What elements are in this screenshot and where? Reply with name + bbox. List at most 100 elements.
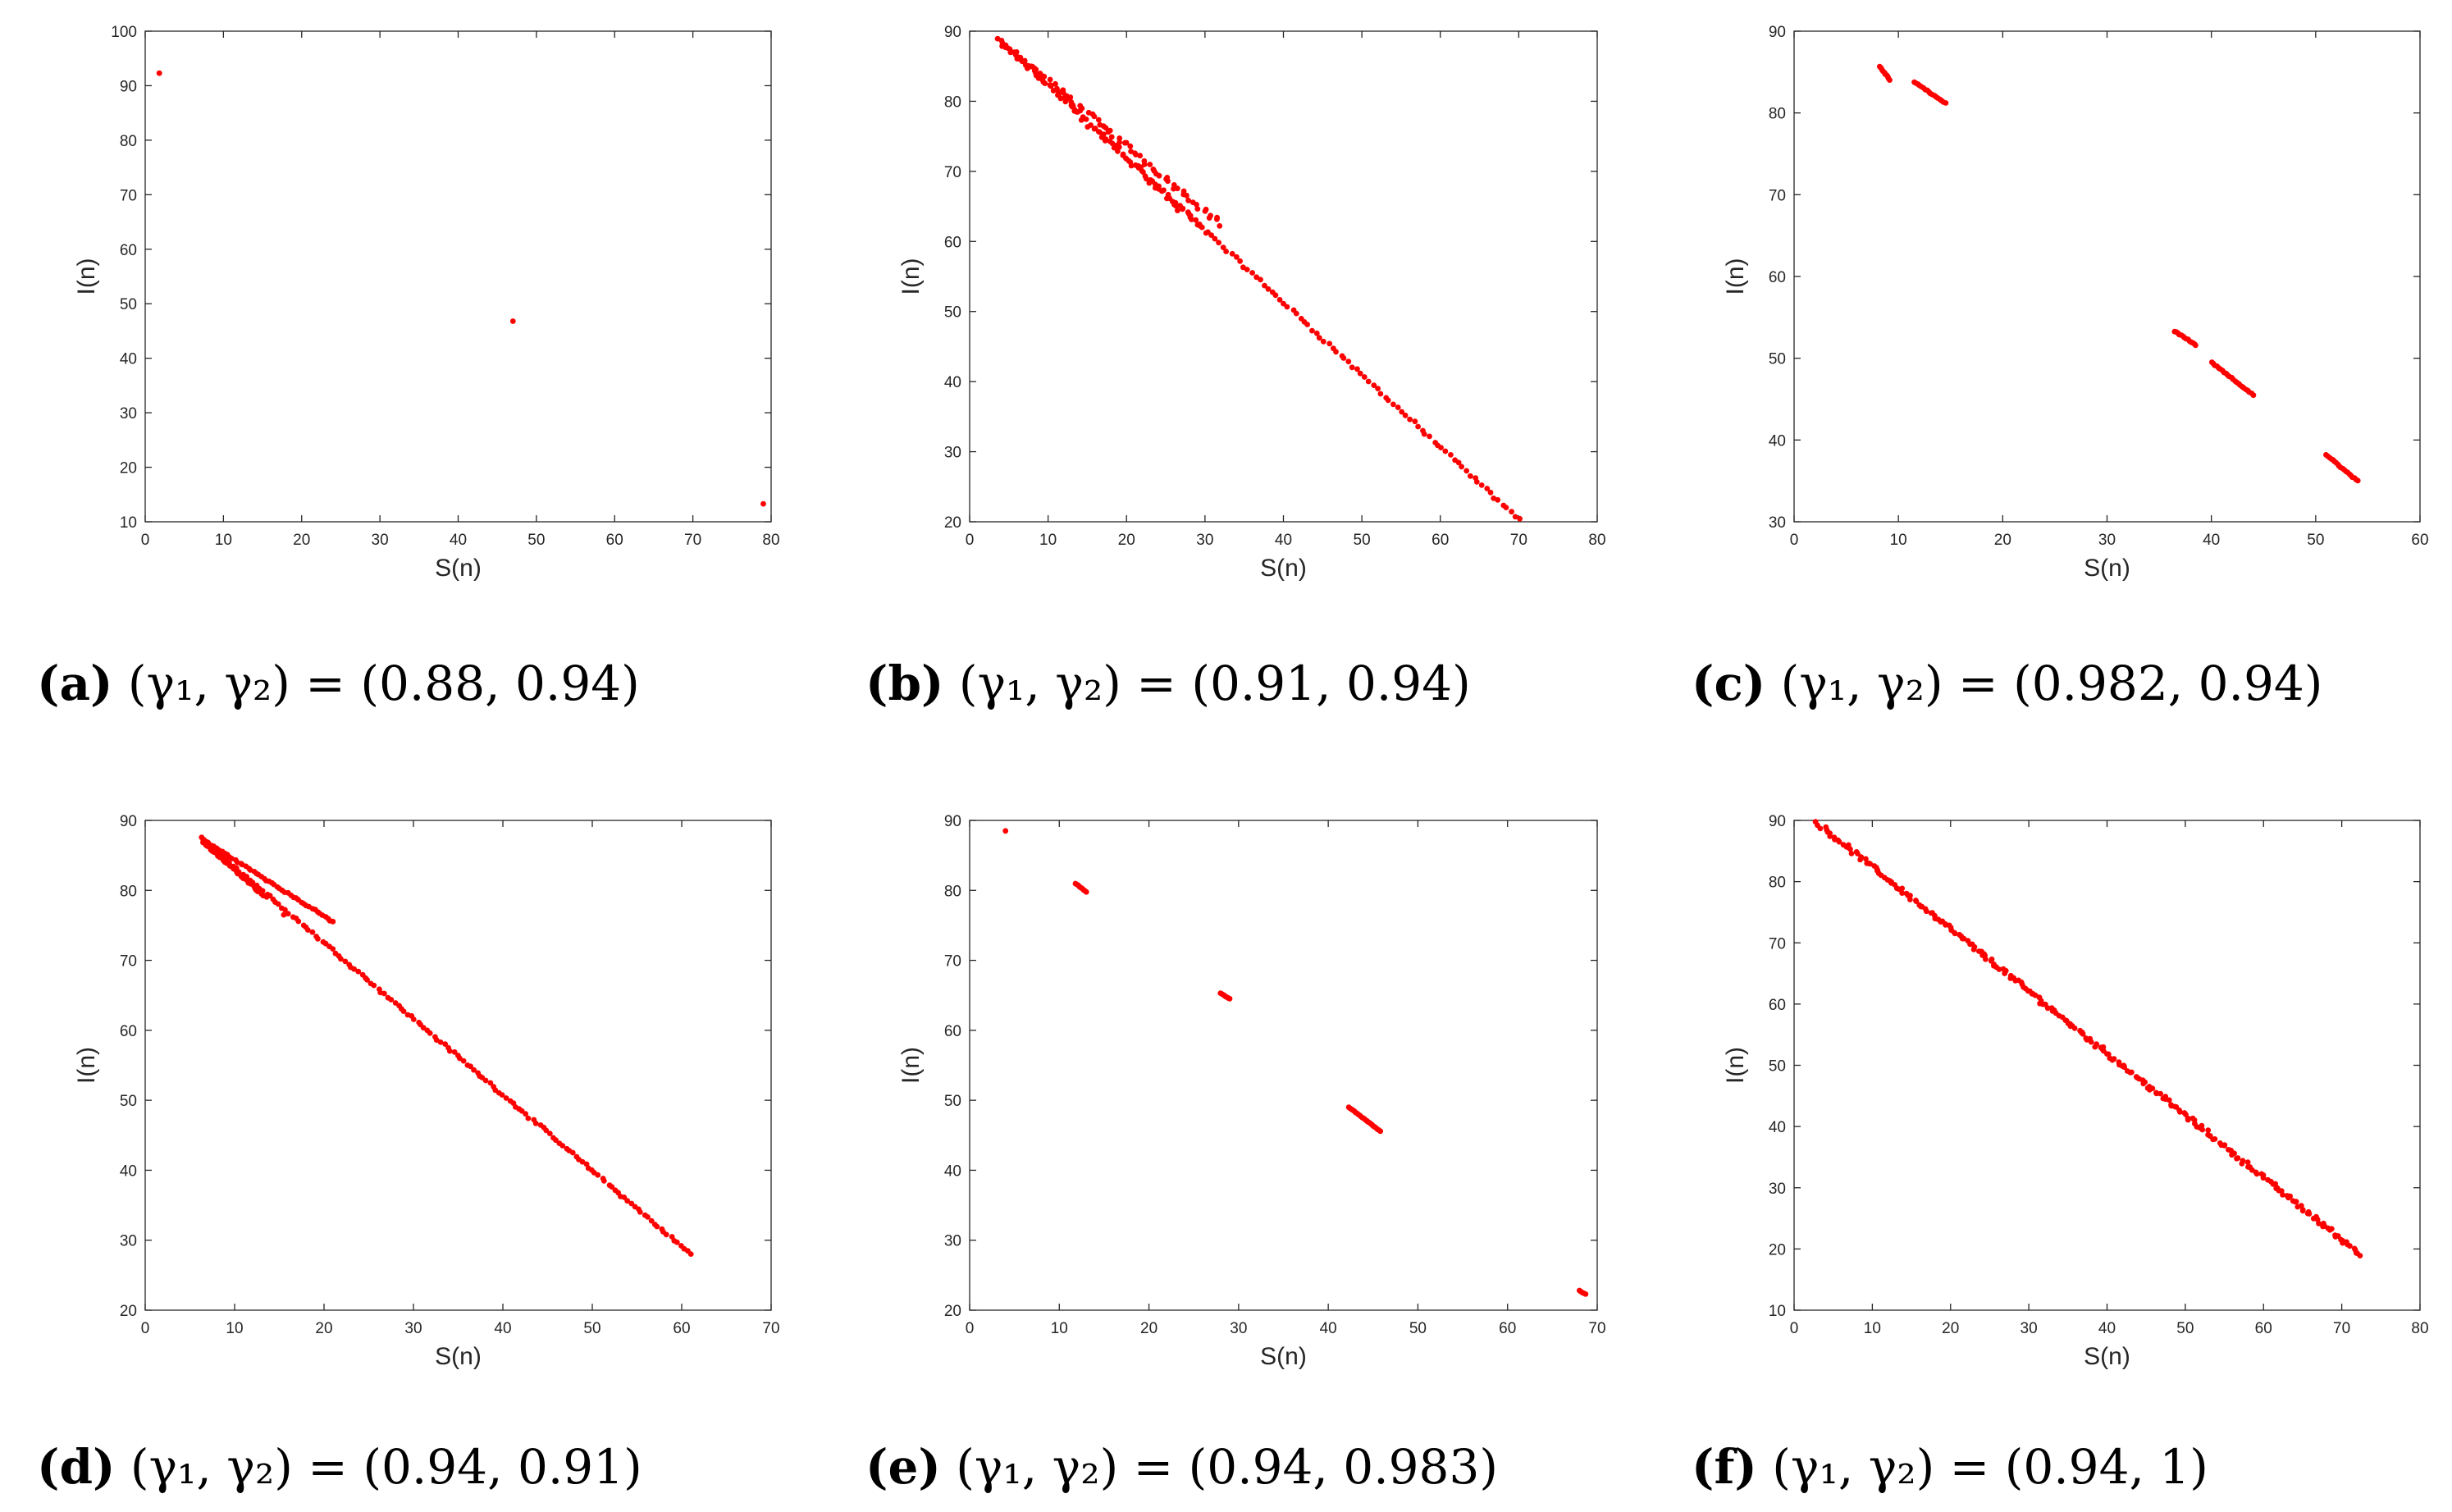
x-tick-label: 10 xyxy=(1890,532,1907,549)
data-point xyxy=(595,1172,601,1178)
data-point xyxy=(1320,338,1326,345)
x-tick-label: 0 xyxy=(966,532,975,549)
data-point xyxy=(2306,1211,2313,1217)
data-point xyxy=(2092,1044,2098,1050)
data-point xyxy=(1487,489,1494,496)
data-point xyxy=(546,1131,553,1136)
data-point xyxy=(1143,176,1149,182)
x-tick-label: 0 xyxy=(1790,1320,1799,1337)
x-tick-label: 0 xyxy=(141,532,150,549)
data-point xyxy=(446,1048,453,1054)
data-point xyxy=(1092,126,1098,131)
data-point xyxy=(1164,195,1170,202)
data-point xyxy=(468,1063,473,1070)
y-tick-label: 100 xyxy=(111,24,137,41)
data-point xyxy=(1847,846,1853,852)
data-point xyxy=(1415,423,1421,430)
x-tick-label: 30 xyxy=(404,1320,422,1337)
data-point xyxy=(1349,364,1355,371)
x-tick-label: 10 xyxy=(1864,1320,1881,1337)
x-tick-label: 0 xyxy=(966,1320,975,1337)
panel-c: 0 10 20 30 40 50 60 30 40 50 60 70 80 90 S(n) I(n) (c) (… xyxy=(1692,24,2429,711)
x-axis-label: S(n) xyxy=(1260,1343,1307,1370)
data-point xyxy=(2253,1171,2260,1177)
data-point xyxy=(2002,971,2008,976)
data-point xyxy=(1035,75,1042,81)
x-tick-label: 30 xyxy=(1230,1320,1247,1337)
data-point xyxy=(1582,1291,1589,1297)
x-tick-label: 40 xyxy=(494,1320,511,1337)
data-point xyxy=(1123,139,1130,146)
data-point xyxy=(1276,297,1283,303)
y-tick-label: 40 xyxy=(1769,1119,1786,1136)
data-point xyxy=(1402,412,1409,418)
data-point xyxy=(1395,404,1401,410)
data-point xyxy=(1220,244,1226,250)
data-point xyxy=(309,929,316,935)
y-axis-label: I(n) xyxy=(73,258,100,295)
y-tick-label: 60 xyxy=(944,1023,961,1040)
data-point xyxy=(1083,888,1089,895)
data-point xyxy=(263,893,270,900)
caption-parameters: (γ₁, γ₂) = (0.88, 0.94) xyxy=(112,656,639,711)
y-tick-label: 80 xyxy=(944,94,961,111)
data-point xyxy=(1237,258,1243,264)
data-point xyxy=(2357,1253,2363,1258)
panel-b: 0 10 20 30 40 50 60 70 80 20 30 40 50 60 70 80 90 S(n) I(n… xyxy=(865,24,1606,711)
data-point xyxy=(1463,468,1470,474)
caption-parameters: (γ₁, γ₂) = (0.94, 1) xyxy=(1757,1439,2208,1495)
data-point xyxy=(1438,445,1444,450)
data-point xyxy=(1836,838,1842,845)
data-point xyxy=(1047,76,1053,83)
x-tick-label: 60 xyxy=(2411,532,2428,549)
data-point xyxy=(553,1137,559,1144)
x-tick-label: 30 xyxy=(2098,532,2116,549)
data-point xyxy=(2205,1127,2212,1133)
data-point xyxy=(1427,433,1432,440)
data-point xyxy=(1214,216,1220,222)
x-tick-label: 20 xyxy=(1140,1320,1158,1337)
data-point xyxy=(1080,116,1087,121)
x-tick-label: 50 xyxy=(583,1320,600,1337)
data-point xyxy=(1448,452,1454,458)
data-point xyxy=(1304,322,1310,327)
y-tick-label: 40 xyxy=(120,1163,137,1180)
y-tick-label: 40 xyxy=(1769,432,1786,450)
x-axis-label: S(n) xyxy=(2084,1343,2130,1370)
data-point xyxy=(1189,217,1194,222)
data-point xyxy=(2193,342,2199,349)
y-tick-label: 20 xyxy=(1769,1241,1786,1258)
data-point xyxy=(1326,340,1333,347)
data-point xyxy=(1495,496,1501,503)
y-axis-label: I(n) xyxy=(1722,1047,1749,1084)
data-point xyxy=(1887,77,1893,83)
data-point xyxy=(1293,310,1299,317)
caption-parameters: (γ₁, γ₂) = (0.94, 0.983) xyxy=(941,1439,1498,1495)
data-point xyxy=(1899,890,1906,896)
panel-e: 0 10 20 30 40 50 60 70 20 30 40 50 60 70 80 90 S(n) I(n) (… xyxy=(865,813,1606,1495)
data-point xyxy=(503,1095,509,1101)
data-point xyxy=(1165,178,1171,185)
plot-frame xyxy=(1793,30,2421,523)
data-point xyxy=(1281,300,1286,307)
y-tick-label: 50 xyxy=(1769,351,1786,368)
data-point xyxy=(1827,834,1833,839)
x-tick-label: 40 xyxy=(1275,532,1292,549)
y-tick-label: 60 xyxy=(1769,997,1786,1014)
x-tick-label: 50 xyxy=(527,532,545,549)
data-point xyxy=(1357,370,1363,377)
data-point xyxy=(1105,129,1112,135)
data-point xyxy=(1399,409,1405,415)
data-point xyxy=(1174,185,1180,192)
panel-a: 0 10 20 30 40 50 60 70 80102030405060708090100S(… xyxy=(37,24,780,711)
x-tick-label: 40 xyxy=(2098,1320,2116,1337)
data-point xyxy=(1084,124,1091,130)
caption-letter: (f) xyxy=(1692,1439,1757,1495)
data-point xyxy=(2299,1208,2306,1214)
x-tick-label: 0 xyxy=(141,1320,150,1337)
x-tick-label: 30 xyxy=(372,532,389,549)
x-tick-label: 30 xyxy=(2021,1320,2038,1337)
data-point xyxy=(2354,477,2361,484)
data-point xyxy=(2185,1117,2191,1123)
